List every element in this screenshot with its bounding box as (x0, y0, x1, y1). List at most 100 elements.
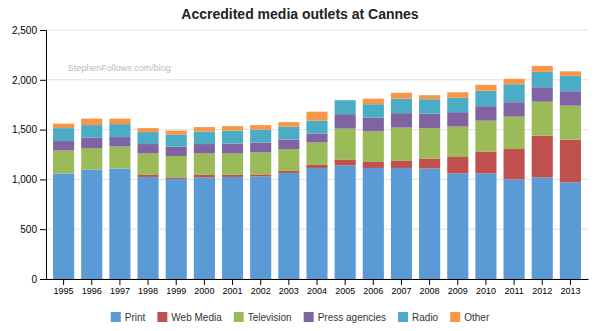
bar (335, 129, 356, 160)
legend-label: Other (464, 312, 490, 323)
bar (391, 128, 412, 161)
bar (138, 144, 159, 153)
y-tick-label: 1,000 (12, 174, 37, 185)
bar (222, 144, 243, 154)
grid (46, 30, 588, 279)
bar (222, 126, 243, 130)
legend-swatch (111, 312, 121, 322)
x-tick: 2009 (448, 279, 468, 296)
x-tick-mark (345, 279, 346, 285)
legend-swatch (234, 312, 244, 322)
bar (532, 66, 553, 72)
legend-item: Print (111, 312, 146, 323)
legend-item: Radio (398, 312, 439, 323)
bar (363, 104, 384, 117)
bar (391, 160, 412, 167)
y-tick: 500 (20, 224, 46, 235)
y-tick-label: 2,000 (12, 75, 37, 86)
x-tick-label: 2007 (391, 286, 411, 296)
bar (166, 156, 187, 177)
x-tick-mark (485, 279, 486, 285)
bar (560, 91, 581, 105)
bar (166, 179, 187, 279)
x-tick: 2004 (307, 279, 327, 296)
x-tick: 1999 (166, 279, 186, 296)
legend-item: Other (450, 312, 490, 323)
x-tick: 2007 (391, 279, 411, 296)
bar (335, 165, 356, 279)
watermark: StephenFollows.com/blog (68, 63, 171, 73)
bar (475, 121, 496, 152)
y-tick: 0 (31, 274, 46, 285)
bar (222, 177, 243, 279)
bar (560, 140, 581, 183)
bar (419, 95, 440, 99)
bar (250, 125, 271, 129)
bar (109, 147, 130, 169)
x-tick-label: 1998 (138, 286, 158, 296)
bar (532, 72, 553, 87)
x-tick-mark (457, 279, 458, 285)
x-tick-mark (119, 279, 120, 285)
x-tick-label: 2004 (307, 286, 327, 296)
x-tick-label: 2003 (279, 286, 299, 296)
bar (419, 168, 440, 279)
bar (81, 138, 102, 148)
x-tick-mark (91, 279, 92, 285)
y-axis: 0 500 1,000 1,500 2,000 2,500 (12, 25, 47, 285)
y-tick: 1,500 (12, 124, 46, 135)
x-tick-label: 2011 (504, 286, 523, 296)
x-tick-mark (204, 279, 205, 285)
x-tick-label: 2009 (448, 286, 468, 296)
bar (222, 154, 243, 175)
bar (278, 149, 299, 170)
series (53, 87, 581, 156)
y-tick-label: 1,500 (12, 124, 37, 135)
y-axis-line (40, 31, 47, 280)
x-tick: 2000 (194, 279, 214, 296)
chart: 1995199619971998199920002001200220032004… (0, 0, 600, 331)
bar (447, 157, 468, 173)
bar (363, 118, 384, 131)
x-tick: 1995 (54, 279, 74, 296)
y-tick-label: 2,500 (12, 25, 37, 36)
bar (250, 153, 271, 175)
bar (81, 148, 102, 169)
bar (250, 130, 271, 143)
bar (504, 117, 525, 149)
bar (278, 173, 299, 279)
x-tick-label: 2008 (420, 286, 440, 296)
bar (504, 79, 525, 84)
series (53, 66, 581, 135)
y-tick-mark (40, 279, 46, 280)
y-tick-label: 500 (20, 224, 37, 235)
bar (532, 177, 553, 279)
bar (166, 147, 187, 156)
bar (109, 168, 130, 279)
x-tick-label: 2010 (476, 286, 496, 296)
bar (278, 127, 299, 140)
bar (278, 122, 299, 126)
bar (222, 131, 243, 144)
legend-swatch (157, 312, 167, 322)
bar (306, 165, 327, 168)
legend-label: Print (125, 312, 146, 323)
legend-label: Web Media (171, 312, 222, 323)
bar (194, 132, 215, 144)
x-tick: 1998 (138, 279, 158, 296)
legend-label: Radio (412, 312, 439, 323)
bar (81, 119, 102, 125)
legend-item: Press agencies (304, 312, 386, 323)
x-tick: 2003 (279, 279, 299, 296)
bar (250, 143, 271, 153)
bar (335, 100, 356, 101)
legend-label: Press agencies (318, 312, 386, 323)
x-tick-label: 1995 (54, 286, 74, 296)
bar (138, 154, 159, 175)
y-tick-mark (40, 130, 46, 131)
bar (194, 154, 215, 175)
x-tick: 2006 (363, 279, 383, 296)
bar (504, 149, 525, 179)
bar (306, 168, 327, 279)
bars (53, 66, 581, 279)
